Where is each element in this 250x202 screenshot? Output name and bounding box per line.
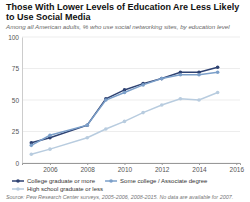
data-point bbox=[141, 111, 145, 115]
marks-inner bbox=[30, 65, 220, 156]
title: Those With Lower Levels of Education Are… bbox=[6, 2, 239, 22]
chart: Those With Lower Levels of Education Are… bbox=[0, 0, 250, 202]
data-point bbox=[85, 123, 89, 127]
legend-label: High school graduate or less bbox=[27, 186, 103, 192]
series-line bbox=[31, 72, 217, 145]
source-note: Source: Pew Research Center surveys, 200… bbox=[6, 194, 233, 200]
x-tick-label: 2006 bbox=[43, 166, 58, 173]
title-line: to Use Social Media bbox=[6, 12, 92, 22]
grid bbox=[22, 37, 240, 163]
y-axis-line bbox=[22, 38, 23, 164]
x-tick: 2008 bbox=[80, 163, 95, 173]
data-point bbox=[160, 103, 164, 107]
data-point bbox=[197, 98, 201, 102]
x-tick: 2012 bbox=[155, 163, 170, 173]
x-tick-label: 2010 bbox=[118, 166, 133, 173]
legend-swatch-marker bbox=[16, 187, 20, 191]
y-tick-label: 50 bbox=[12, 97, 20, 104]
data-point bbox=[179, 73, 183, 77]
grid-line bbox=[22, 100, 240, 101]
legend-label: College graduate or more bbox=[27, 178, 96, 184]
x-tick: 2016 bbox=[230, 163, 245, 173]
data-point bbox=[48, 133, 52, 137]
y-tick: 0 bbox=[15, 160, 22, 167]
data-point bbox=[85, 136, 89, 140]
grid-line bbox=[22, 131, 240, 132]
legend-item: High school graduate or less bbox=[12, 186, 103, 192]
y-tick-label: 100 bbox=[8, 34, 19, 41]
legend-swatch-marker bbox=[109, 179, 113, 183]
data-point bbox=[216, 70, 220, 74]
data-point bbox=[160, 77, 164, 81]
legend-item: Some college / Associate degree bbox=[105, 178, 208, 184]
subtitle: Among all American adults, % who use soc… bbox=[5, 23, 230, 30]
x-tick: 2014 bbox=[192, 163, 207, 173]
series-line bbox=[31, 67, 217, 143]
x-tick: 2010 bbox=[118, 163, 133, 173]
grid-line bbox=[22, 68, 240, 69]
data-point bbox=[48, 147, 52, 151]
y-tick: 75 bbox=[12, 65, 22, 72]
subtitle-line: Among all American adults, % who use soc… bbox=[5, 23, 230, 30]
data-point bbox=[30, 152, 34, 156]
data-point bbox=[197, 73, 201, 77]
data-point bbox=[141, 83, 145, 87]
marks bbox=[30, 65, 220, 156]
data-point bbox=[85, 123, 89, 127]
grid-line bbox=[22, 37, 240, 38]
data-point bbox=[123, 120, 127, 124]
legend-item: College graduate or more bbox=[12, 178, 96, 184]
x-tick-label: 2012 bbox=[155, 166, 170, 173]
legend: College graduate or more Some college / A… bbox=[12, 178, 208, 192]
title-line: Those With Lower Levels of Education Are… bbox=[6, 2, 239, 12]
x-tick-label: 2008 bbox=[80, 166, 95, 173]
data-point bbox=[123, 91, 127, 95]
data-point bbox=[160, 77, 164, 81]
y-tick: 50 bbox=[12, 97, 22, 104]
legend-swatch-marker bbox=[16, 179, 20, 183]
y-tick-label: 75 bbox=[12, 65, 20, 72]
legend-label: Some college / Associate degree bbox=[120, 178, 208, 184]
data-point bbox=[179, 97, 183, 101]
x-tick-label: 2016 bbox=[230, 166, 245, 173]
data-point bbox=[104, 98, 108, 102]
x-tick: 2006 bbox=[43, 163, 58, 173]
y-tick-label: 0 bbox=[15, 160, 19, 167]
data-point bbox=[216, 65, 220, 69]
data-point bbox=[30, 144, 34, 148]
y-tick: 25 bbox=[12, 128, 22, 135]
plot-area: 0 25 50 75 100 2006 2008 2010 2012 2014 2016 bbox=[8, 34, 244, 173]
data-point bbox=[104, 127, 108, 131]
data-point bbox=[216, 91, 220, 95]
y-tick-label: 25 bbox=[12, 128, 20, 135]
y-tick: 100 bbox=[8, 34, 22, 41]
series-line bbox=[31, 92, 217, 154]
x-tick-label: 2014 bbox=[192, 166, 207, 173]
x-axis: 2006 2008 2010 2012 2014 2016 bbox=[23, 163, 245, 173]
source-line: Source: Pew Research Center surveys, 200… bbox=[6, 194, 233, 200]
y-axis: 0 25 50 75 100 bbox=[8, 34, 22, 167]
